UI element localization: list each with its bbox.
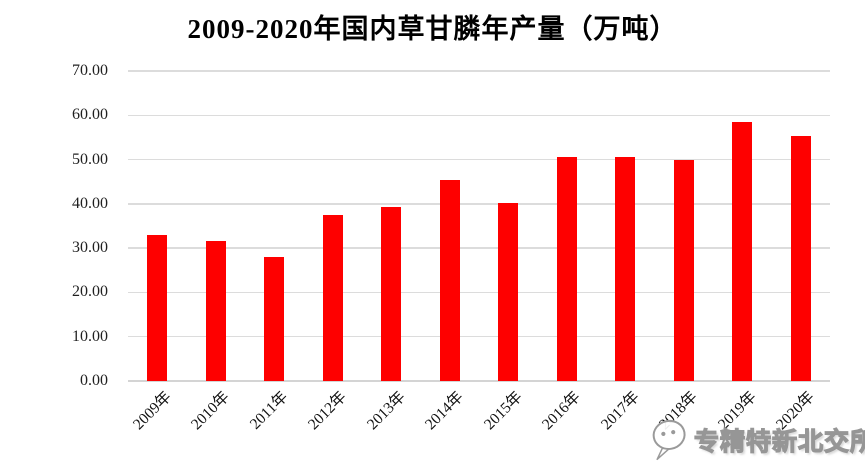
gridline — [128, 335, 830, 338]
bar-2018年 — [673, 160, 694, 381]
bar-2019年 — [732, 122, 753, 381]
bar-2016年 — [556, 157, 577, 381]
bar-2020年 — [790, 135, 811, 381]
y-tick-label: 30.00 — [72, 239, 108, 257]
x-tick-label: 2011年 — [247, 388, 292, 433]
chart-title: 2009-2020年国内草甘膦年产量（万吨） — [187, 14, 678, 44]
gridline — [128, 380, 830, 383]
bar-2015年 — [498, 202, 519, 381]
bar-2010年 — [205, 241, 226, 381]
wechat-icon — [644, 413, 694, 468]
y-tick-label: 50.00 — [72, 150, 108, 168]
bar-2014年 — [439, 180, 460, 381]
y-tick-label: 0.00 — [80, 372, 108, 389]
bar-2017年 — [615, 157, 636, 381]
bar-2012年 — [322, 215, 343, 381]
gridline — [128, 114, 830, 117]
x-tick-label: 2017年 — [597, 388, 643, 434]
x-tick-label: 2010年 — [188, 388, 234, 434]
watermark: 专精特新北交所 — [648, 416, 865, 464]
y-tick-label: 70.00 — [72, 62, 108, 79]
gridline — [128, 291, 830, 294]
watermark-text: 专精特新北交所 — [693, 427, 865, 456]
x-tick-label: 2012年 — [305, 388, 351, 434]
x-tick-label: 2009年 — [129, 388, 175, 434]
bar-2011年 — [264, 257, 285, 381]
bar-2009年 — [147, 235, 168, 381]
y-tick-label: 60.00 — [72, 106, 108, 124]
bar-2013年 — [381, 206, 402, 381]
x-tick-label: 2015年 — [480, 388, 526, 434]
gridline — [128, 247, 830, 249]
gridline — [128, 70, 830, 72]
y-tick-label: 20.00 — [72, 283, 108, 301]
x-tick-label: 2013年 — [363, 388, 409, 434]
x-tick-label: 2014年 — [422, 388, 468, 434]
x-tick-label: 2016年 — [539, 388, 585, 434]
y-tick-label: 40.00 — [72, 194, 108, 212]
y-tick-label: 10.00 — [72, 327, 108, 345]
gridline — [128, 203, 830, 205]
gridline — [128, 158, 830, 161]
